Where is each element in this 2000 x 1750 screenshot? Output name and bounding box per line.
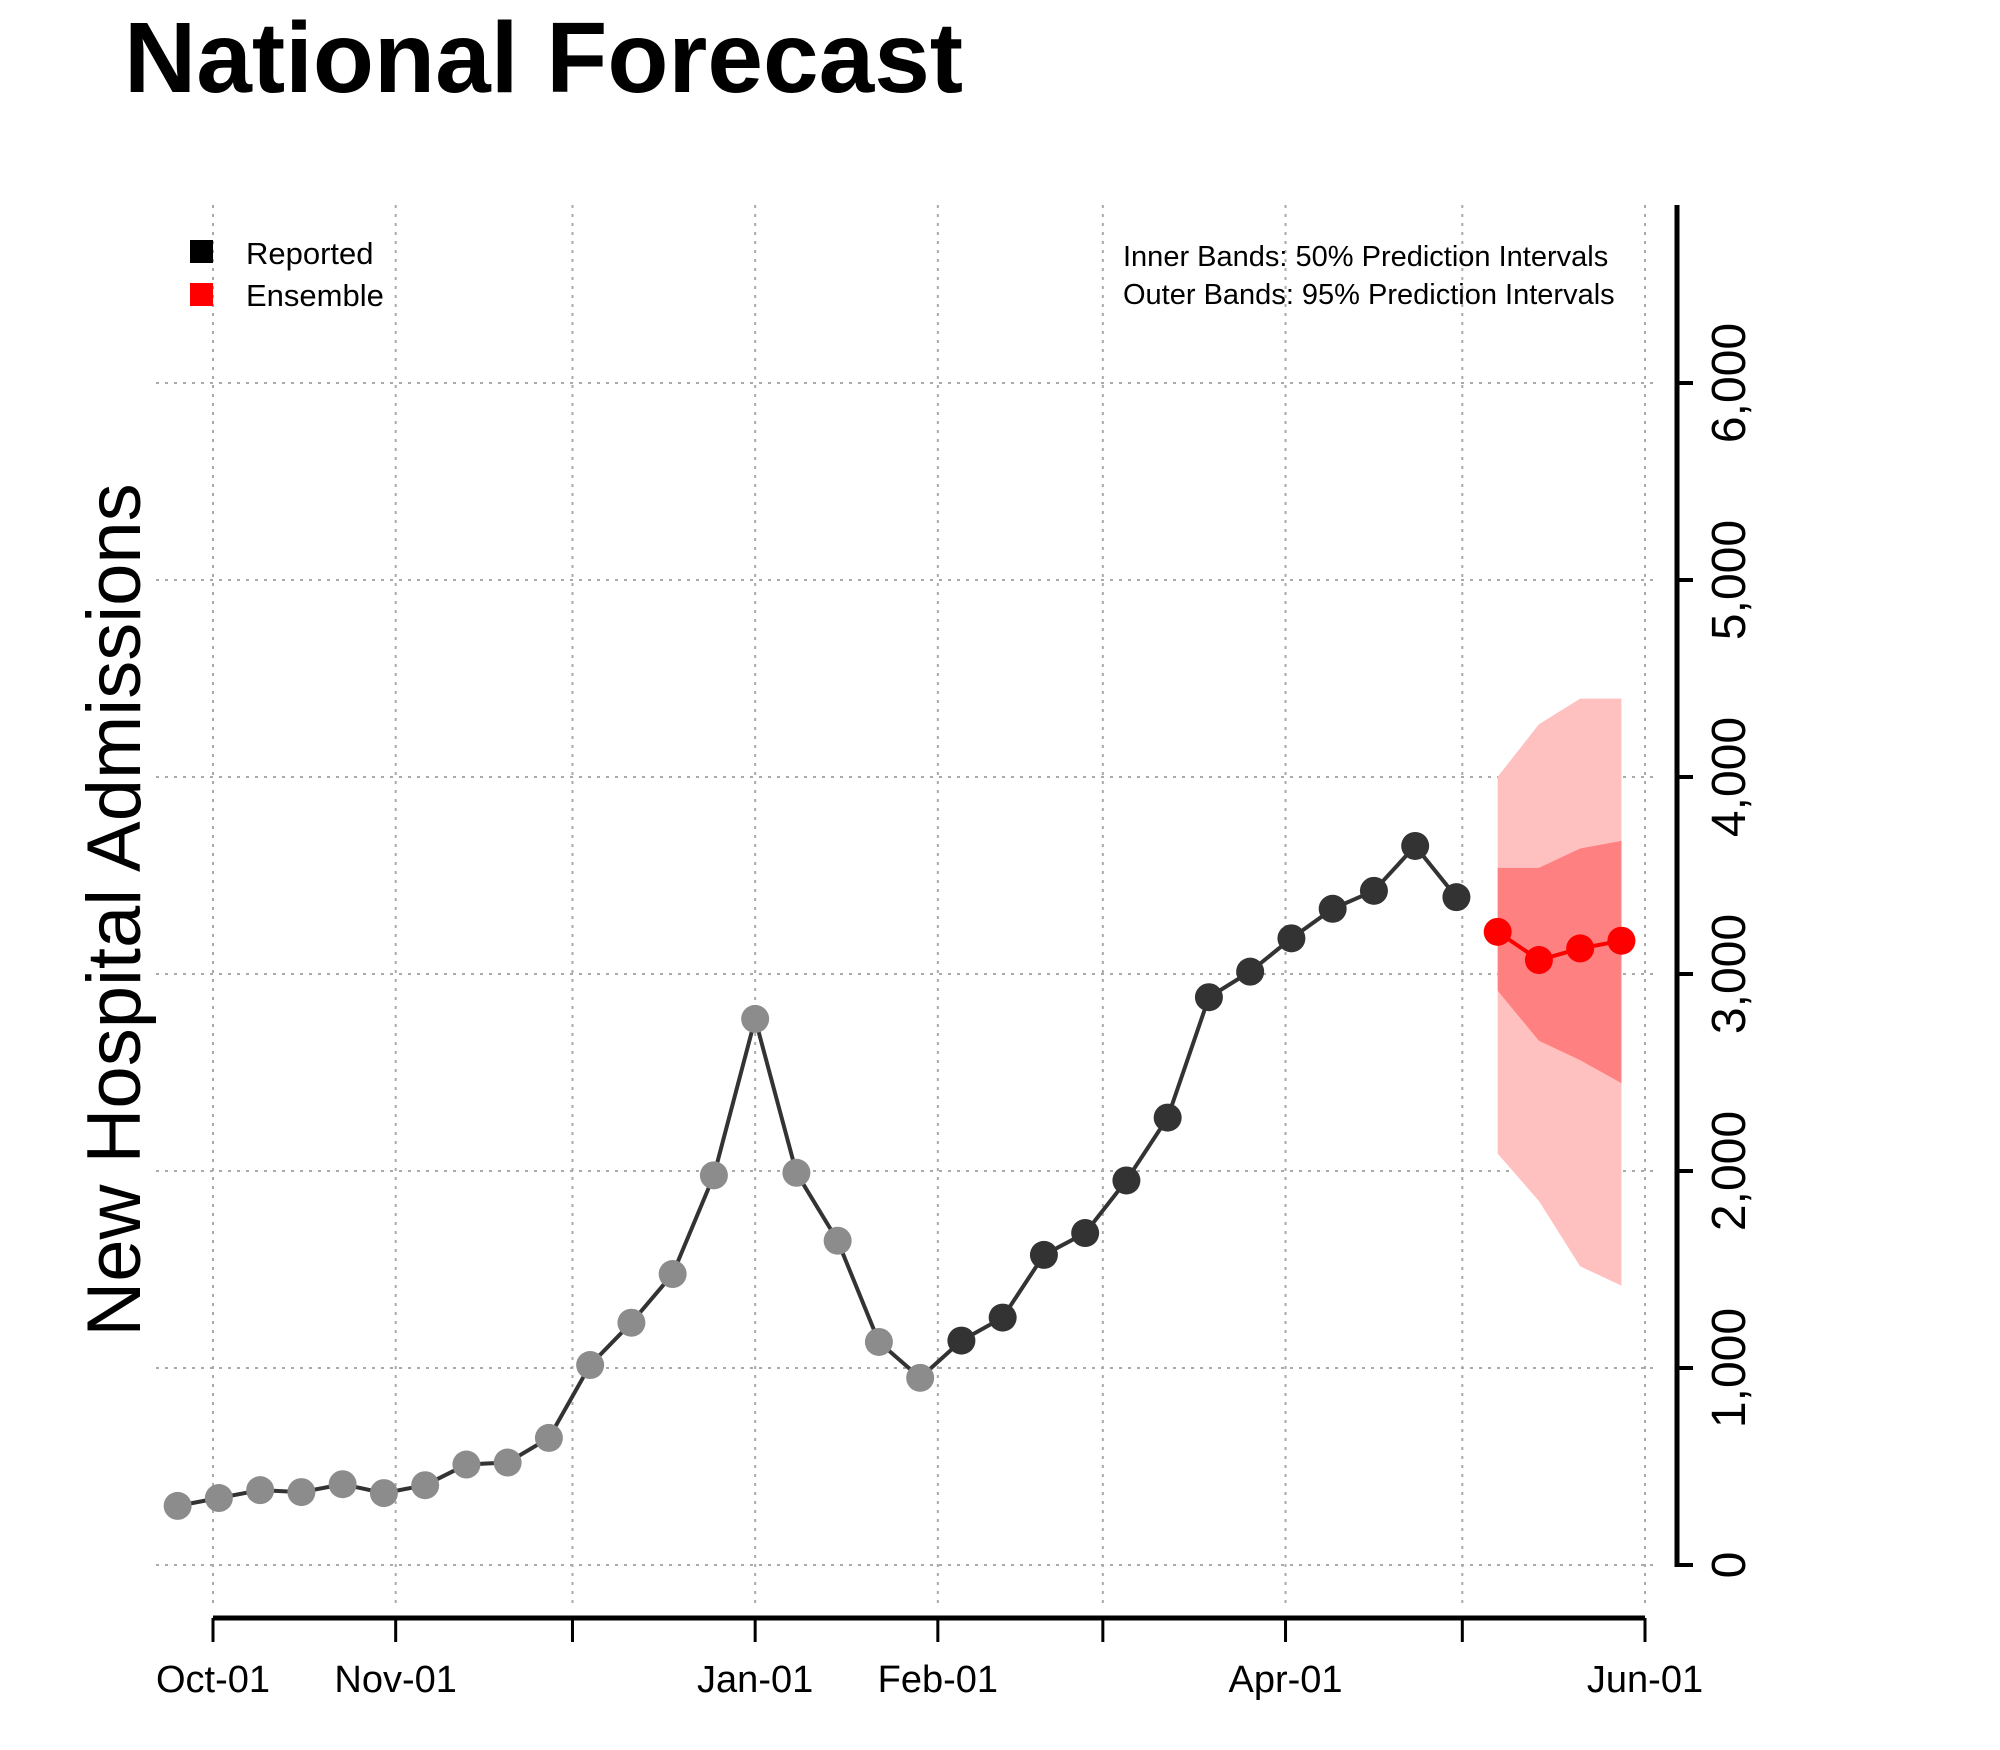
ensemble-line bbox=[1496, 930, 1622, 963]
grid bbox=[156, 205, 1654, 1603]
reported-point bbox=[1277, 924, 1306, 953]
reported-point bbox=[204, 1484, 233, 1513]
annotation-inner-bands: Inner Bands: 50% Prediction Intervals bbox=[1123, 241, 1608, 273]
reported-point bbox=[1071, 1219, 1100, 1248]
annotation-outer-bands: Outer Bands: 95% Prediction Intervals bbox=[1123, 279, 1615, 311]
reported-point bbox=[1442, 883, 1471, 912]
reported-point bbox=[823, 1226, 852, 1255]
prediction-bands bbox=[1497, 698, 1622, 1286]
reported-point bbox=[658, 1260, 687, 1289]
y-tick-label: 0 bbox=[1703, 1552, 1756, 1579]
legend: Reported Ensemble bbox=[190, 236, 384, 313]
chart-title: National Forecast bbox=[124, 2, 963, 114]
reported-point bbox=[782, 1158, 811, 1187]
legend-label-reported: Reported bbox=[246, 236, 374, 271]
x-tick-label: Jun-01 bbox=[1587, 1659, 1703, 1701]
y-tick-label: 1,000 bbox=[1703, 1308, 1756, 1428]
prediction-band-50 bbox=[1497, 840, 1622, 1084]
reported-point bbox=[369, 1479, 398, 1508]
x-tick-label: Nov-01 bbox=[334, 1659, 457, 1701]
reported-point bbox=[411, 1471, 440, 1500]
reported-line bbox=[177, 842, 1458, 1508]
y-tick-label: 6,000 bbox=[1703, 323, 1756, 443]
reported-point bbox=[947, 1326, 976, 1355]
axes: Oct-01 Nov-01 Jan-01 Feb-01 Apr-01 Jun-01 0 1,0… bbox=[156, 205, 1756, 1701]
reported-point bbox=[534, 1423, 563, 1452]
y-tick-label: 5,000 bbox=[1703, 520, 1756, 640]
reported-point bbox=[1359, 876, 1388, 905]
reported-point bbox=[163, 1491, 192, 1520]
reported-point bbox=[1318, 894, 1347, 923]
reported-point bbox=[864, 1327, 893, 1356]
reported-point bbox=[1112, 1166, 1141, 1195]
ensemble-point bbox=[1483, 917, 1512, 946]
reported-point bbox=[988, 1303, 1017, 1332]
y-tick-label: 3,000 bbox=[1703, 914, 1756, 1034]
reported-point bbox=[617, 1308, 646, 1337]
reported-point bbox=[1153, 1103, 1182, 1132]
x-tick-label: Apr-01 bbox=[1228, 1659, 1342, 1701]
ensemble-point bbox=[1566, 934, 1595, 963]
reported-point bbox=[328, 1470, 357, 1499]
y-axis-label: New Hospital Admissions bbox=[72, 483, 157, 1336]
reported-point bbox=[1194, 983, 1223, 1012]
reported-point bbox=[1401, 831, 1430, 860]
legend-swatch-reported bbox=[190, 240, 213, 263]
legend-swatch-ensemble bbox=[190, 283, 213, 306]
reported-point bbox=[452, 1450, 481, 1479]
y-tick-label: 2,000 bbox=[1703, 1111, 1756, 1231]
y-tick-label: 4,000 bbox=[1703, 717, 1756, 837]
reported-point bbox=[287, 1478, 316, 1507]
legend-label-ensemble: Ensemble bbox=[246, 278, 384, 313]
reported-point bbox=[246, 1476, 275, 1505]
reported-point bbox=[699, 1161, 728, 1190]
reported-point bbox=[741, 1004, 770, 1033]
ensemble-point bbox=[1607, 926, 1636, 955]
reported-point bbox=[493, 1448, 522, 1477]
series-lines bbox=[177, 842, 1622, 1508]
reported-point bbox=[1029, 1240, 1058, 1269]
reported-point bbox=[576, 1351, 605, 1380]
x-tick-label: Feb-01 bbox=[878, 1659, 998, 1701]
reported-point bbox=[906, 1363, 935, 1392]
x-tick-label: Jan-01 bbox=[697, 1659, 813, 1701]
reported-point bbox=[1236, 957, 1265, 986]
ensemble-point bbox=[1524, 946, 1553, 975]
series-points bbox=[163, 831, 1636, 1520]
x-tick-label: Oct-01 bbox=[156, 1659, 270, 1701]
